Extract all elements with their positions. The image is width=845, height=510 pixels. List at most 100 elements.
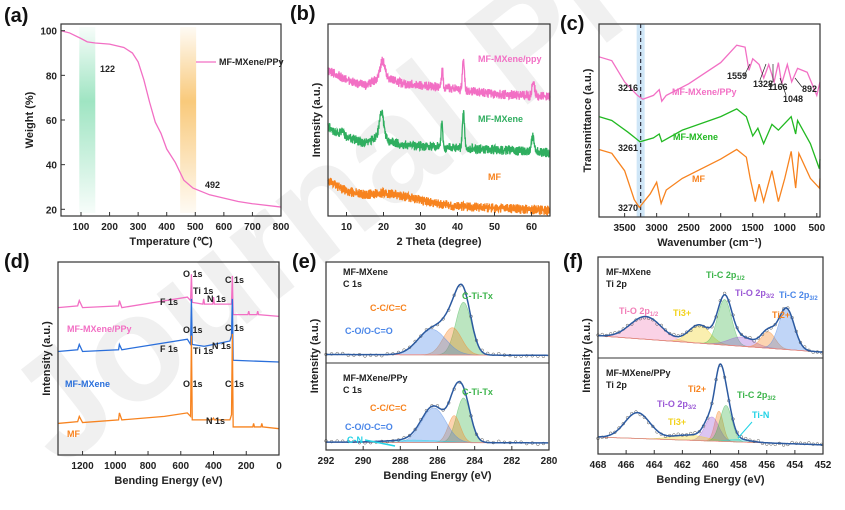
- subplot-title: MF-MXene/PPy: [606, 368, 671, 378]
- panel-c: (c) 3500 3000 2500 2000 1500 1000 500 Wavenumber…: [560, 13, 826, 249]
- peak-label: F 1s: [160, 344, 178, 354]
- series-label: MF-MXene/PPy: [672, 87, 737, 97]
- panel-label: (d): [4, 251, 30, 273]
- x-tick-label: 1000: [104, 461, 127, 472]
- x-tick-label: 1500: [742, 223, 765, 234]
- y-tick-label: 60: [46, 116, 58, 127]
- panel-a: (a) 100 200 300 400 500 600 700 800 20 40 60 80 100 Tm…: [4, 5, 290, 248]
- y-tick-label: 80: [46, 71, 58, 82]
- x-tick-label: 600: [172, 461, 189, 472]
- subplot-subtitle: C 1s: [343, 385, 362, 395]
- plot-frame: [598, 23, 821, 218]
- peak-label: F 1s: [160, 297, 178, 307]
- panel-label: (f): [563, 251, 583, 273]
- x-axis-label: 2 Theta (degree): [397, 236, 482, 248]
- x-tick-label: 800: [140, 461, 157, 472]
- legend-label: MF-MXene/PPy: [219, 57, 284, 67]
- panel-label: (c): [560, 13, 584, 35]
- peak-label: 3261: [618, 143, 638, 153]
- component-label-subscript: 3/2: [766, 294, 775, 300]
- x-tick-label: 2500: [678, 223, 701, 234]
- fit-envelope: [325, 283, 549, 357]
- peak-label: 1048: [783, 94, 803, 104]
- series-label: MF-MXene: [673, 132, 718, 142]
- component-label: Ti3+: [673, 308, 691, 318]
- peak-label: C 1s: [225, 379, 244, 389]
- data-point: [419, 334, 423, 338]
- arrow-icon: [364, 439, 396, 447]
- panel-d: (d) 1200 1000 800 600 400 200 0 Bending Energy (…: [4, 251, 282, 487]
- series-label: MF-MXene: [65, 379, 110, 389]
- x-axis-label: Bending Energy (eV): [114, 475, 223, 487]
- plot-frame: [57, 261, 280, 456]
- panel-label: (a): [4, 5, 28, 27]
- x-tick-label: 100: [73, 222, 90, 233]
- series-label: MF-MXene/ppy: [478, 54, 542, 64]
- x-tick-label: 452: [815, 460, 832, 471]
- annotation: 122: [100, 64, 115, 74]
- y-axis-label: Intensity (a.u.): [311, 82, 323, 157]
- peak-label: Ti 1s: [193, 346, 213, 356]
- peak-label: 1559: [727, 71, 747, 81]
- x-tick-label: 0: [276, 461, 282, 472]
- y-axis-label: Intensity (a.u.): [309, 318, 321, 393]
- series-line-mf-mxene-ppy: [327, 56, 551, 101]
- series-line-mf: [598, 148, 821, 209]
- x-tick-label: 400: [205, 461, 222, 472]
- component-label: C-Ti-Tx: [462, 387, 493, 397]
- annotation: 492: [205, 180, 220, 190]
- data-point: [651, 424, 655, 429]
- x-tick-label: 1000: [774, 223, 797, 234]
- component-label: C-N: [347, 435, 363, 445]
- peak-label: N 1s: [212, 341, 231, 351]
- x-tick-label: 2000: [710, 223, 733, 234]
- fit-envelope: [326, 380, 549, 444]
- series-label: MF-MXene/PPy: [67, 324, 132, 334]
- x-tick-label: 454: [787, 460, 804, 471]
- panel-b: (b) 10 20 30 40 50 60 2 Theta (degree) Intensity…: [290, 3, 551, 248]
- arrow-icon: [794, 77, 803, 88]
- x-tick-label: 292: [318, 456, 335, 467]
- peak-label: C 1s: [225, 275, 244, 285]
- peak-label: 1328: [753, 79, 773, 89]
- arrow-icon: [779, 77, 787, 96]
- peak-label: 3270: [618, 203, 638, 213]
- peak-label: O 1s: [183, 325, 203, 335]
- series-line-mf-mxene: [598, 108, 821, 169]
- x-tick-label: 500: [187, 222, 204, 233]
- peak-label: O 1s: [183, 379, 203, 389]
- x-tick-label: 50: [489, 222, 501, 233]
- component-label: C-O/O-C=O: [345, 326, 393, 336]
- peak-label: C 1s: [225, 323, 244, 333]
- series-line-mf-mxene-ppy: [598, 44, 821, 103]
- highlight-band: [79, 27, 96, 213]
- x-tick-label: 200: [238, 461, 255, 472]
- series-line-mf-mxene-ppy: [60, 30, 282, 208]
- x-axis-label: Bending Energy (eV): [656, 474, 765, 486]
- highlight-band: [180, 27, 197, 213]
- x-tick-label: 284: [466, 456, 483, 467]
- component-label-subscript: 1/2: [736, 276, 745, 282]
- fit-envelope: [598, 294, 823, 353]
- series-label: MF-MXene: [478, 114, 523, 124]
- series-line-mf: [57, 333, 280, 430]
- component-label-subscript: 3/2: [809, 296, 818, 302]
- x-tick-label: 1200: [71, 461, 94, 472]
- subplot-title: MF-MXene/PPy: [343, 373, 408, 383]
- x-tick-label: 40: [452, 222, 464, 233]
- panel-label: (e): [292, 251, 316, 273]
- series-line-mf-mxene: [57, 298, 280, 363]
- x-tick-label: 10: [341, 222, 353, 233]
- data-point: [739, 332, 744, 337]
- x-tick-label: 456: [758, 460, 775, 471]
- peak-label: O 1s: [183, 269, 203, 279]
- series-label: MF: [488, 172, 501, 182]
- x-tick-label: 282: [503, 456, 520, 467]
- panel-e: (e) 292 290 288 286 284 282 280 Bending Energy (…: [292, 251, 558, 482]
- series-label: MF: [67, 429, 80, 439]
- y-tick-label: 100: [40, 27, 57, 38]
- component-label: Ti-C 2p3/2: [779, 290, 818, 302]
- subplot-title: MF-MXene: [343, 267, 388, 277]
- arrow-icon: [743, 63, 751, 77]
